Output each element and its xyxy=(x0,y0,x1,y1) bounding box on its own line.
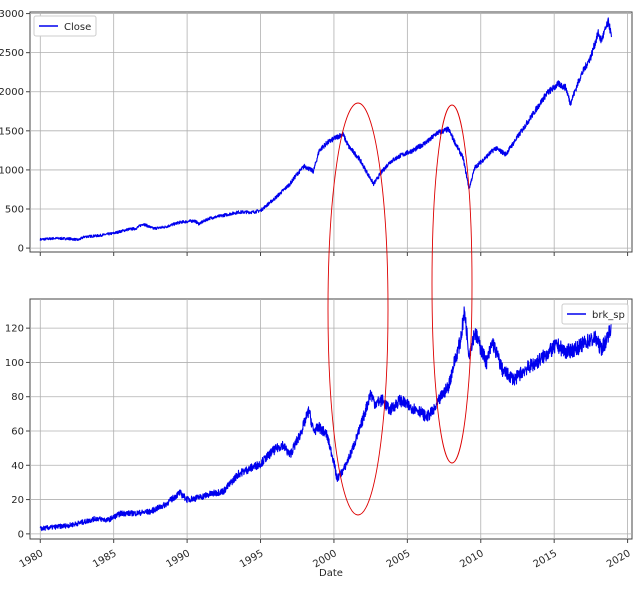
y-axis-top: 0 500 1000 1500 2000 2500 3000 xyxy=(0,9,30,255)
x-tick-label: 1990 xyxy=(165,548,193,570)
x-tick-label: 1995 xyxy=(238,548,266,570)
series-line-brk-sp xyxy=(39,306,612,532)
y-tick-label: 2500 xyxy=(0,48,24,59)
legend-label-brk-sp: brk_sp xyxy=(592,310,625,321)
legend-top: Close xyxy=(33,15,97,37)
x-tick-label: 1980 xyxy=(18,548,46,570)
y-tick-label: 20 xyxy=(11,495,24,506)
y-tick-label: 100 xyxy=(5,358,24,369)
y-tick-label: 1500 xyxy=(0,126,24,137)
y-tick-label: 60 xyxy=(11,427,24,438)
annotation-ellipse-2000 xyxy=(327,102,389,516)
y-axis-bottom: 0 20 40 60 80 100 120 xyxy=(5,324,30,540)
y-tick-label: 3000 xyxy=(0,9,24,20)
y-tick-label: 2000 xyxy=(0,87,24,98)
annotations xyxy=(327,102,473,516)
plot-area-bottom xyxy=(29,298,633,540)
x-axis-top xyxy=(39,252,629,256)
y-tick-label: 500 xyxy=(5,205,24,216)
annotation-ellipse-2008 xyxy=(431,104,473,464)
series-layer-bottom xyxy=(39,306,612,532)
legend-label-close: Close xyxy=(64,22,91,33)
gridlines-top xyxy=(30,12,632,252)
x-tick-label: 2020 xyxy=(605,548,633,570)
x-axis-label: Date xyxy=(319,568,343,579)
y-tick-label: 0 xyxy=(18,244,24,255)
x-tick-label: 2005 xyxy=(385,548,413,570)
x-axis-bottom: 1980 1985 1990 1995 2000 2005 2010 2015 2020 xyxy=(18,539,633,570)
y-tick-label: 40 xyxy=(11,461,24,472)
x-tick-label: 2010 xyxy=(458,548,486,570)
x-tick-label: 2015 xyxy=(532,548,560,570)
close-price-chart: 0 500 1000 1500 2000 2500 3000 Close xyxy=(0,9,633,256)
y-tick-label: 120 xyxy=(5,324,24,335)
x-tick-label: 1985 xyxy=(91,548,119,570)
series-line-close xyxy=(39,17,612,242)
y-tick-label: 1000 xyxy=(0,165,24,176)
series-layer-top xyxy=(39,17,612,242)
y-tick-label: 80 xyxy=(11,392,24,403)
y-tick-label: 0 xyxy=(18,529,24,540)
legend-bottom: brk_sp xyxy=(561,303,629,325)
